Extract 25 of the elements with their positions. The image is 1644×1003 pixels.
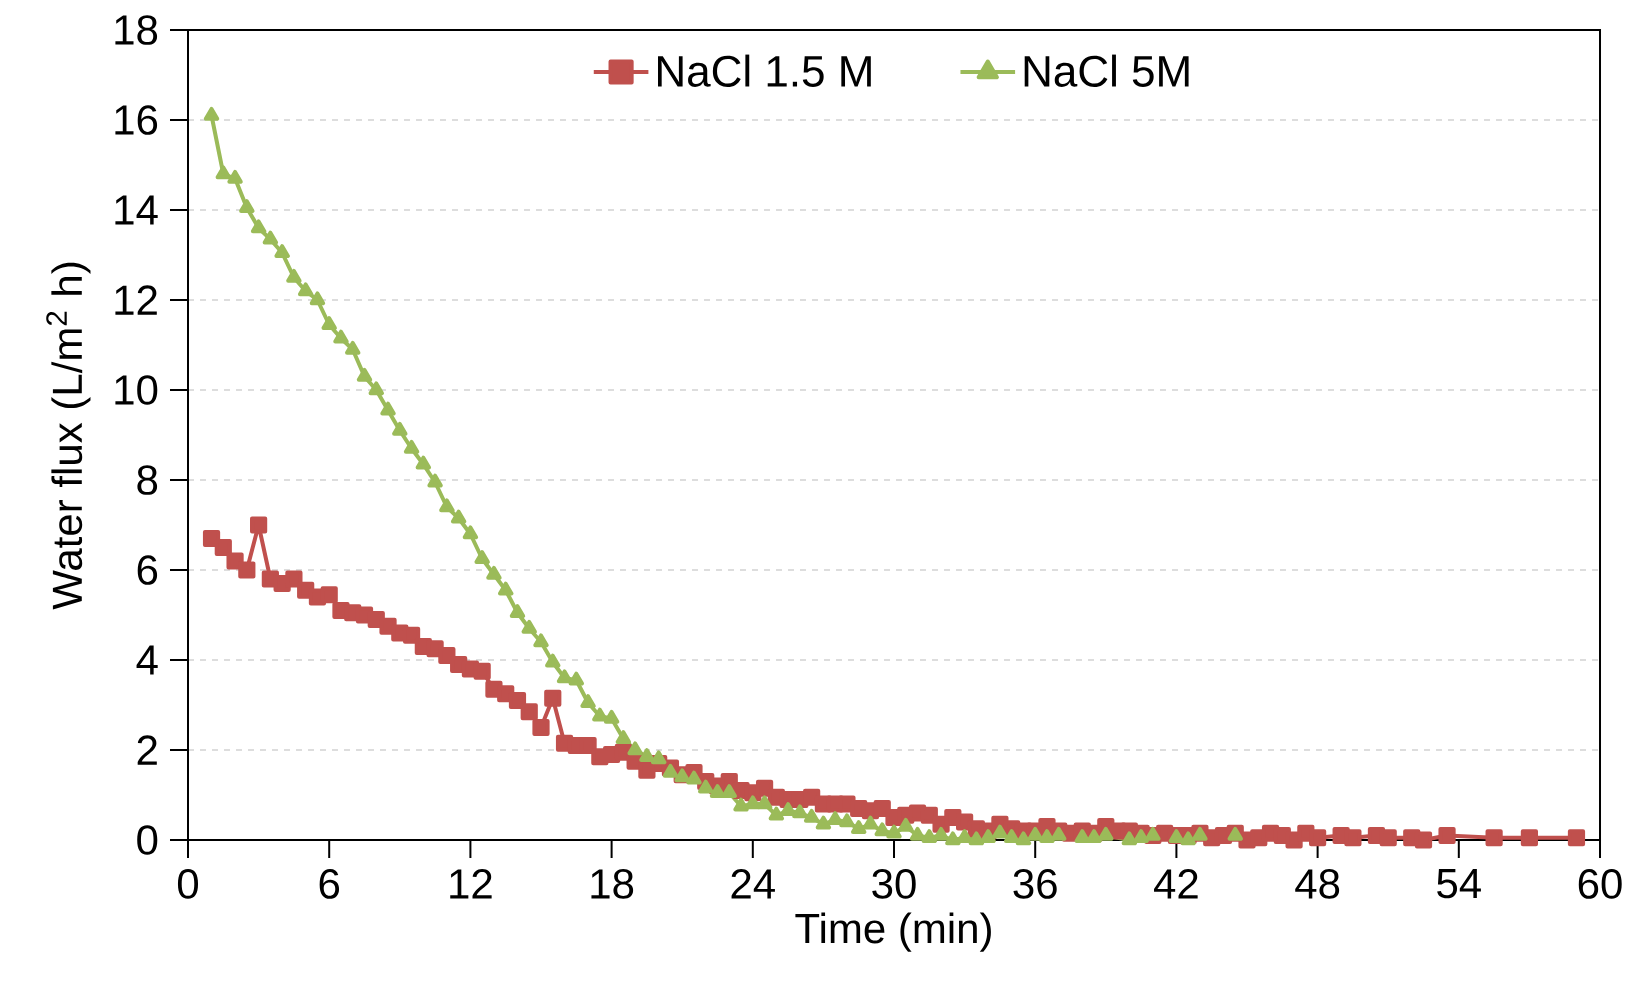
y-tick-label: 14 <box>115 195 158 225</box>
y-axis-title: Water flux (L/m$^{2}$ h) <box>46 262 91 610</box>
y-tick-label: 2 <box>137 735 157 765</box>
x-tick-label: 12 <box>450 869 492 899</box>
y-tick-label: 8 <box>137 465 158 495</box>
x-tick-label: 30 <box>872 869 916 899</box>
x-tick-label: 0 <box>177 869 199 899</box>
y-tick-label: 18 <box>115 15 158 45</box>
y-tick-label: 6 <box>137 555 158 585</box>
legend-label: NaCl 1.5 M <box>658 54 871 87</box>
y-tick-label: 12 <box>115 285 157 315</box>
x-tick-label: 42 <box>1154 869 1198 899</box>
x-tick-label: 48 <box>1295 869 1340 899</box>
x-tick-label: 54 <box>1437 869 1481 899</box>
x-axis-title: Time (min) <box>795 912 991 952</box>
y-tick-label: 10 <box>115 375 158 405</box>
x-tick-label: 18 <box>591 869 634 899</box>
legend-label: NaCl 5M <box>1024 54 1189 87</box>
y-tick-label: 4 <box>136 645 158 675</box>
x-tick-label: 24 <box>731 869 775 899</box>
x-tick-label: 60 <box>1578 869 1622 899</box>
x-tick-label: 36 <box>1013 869 1057 899</box>
y-tick-label: 0 <box>137 825 158 855</box>
x-tick-label: 6 <box>319 869 340 899</box>
y-tick-label: 16 <box>115 105 158 135</box>
